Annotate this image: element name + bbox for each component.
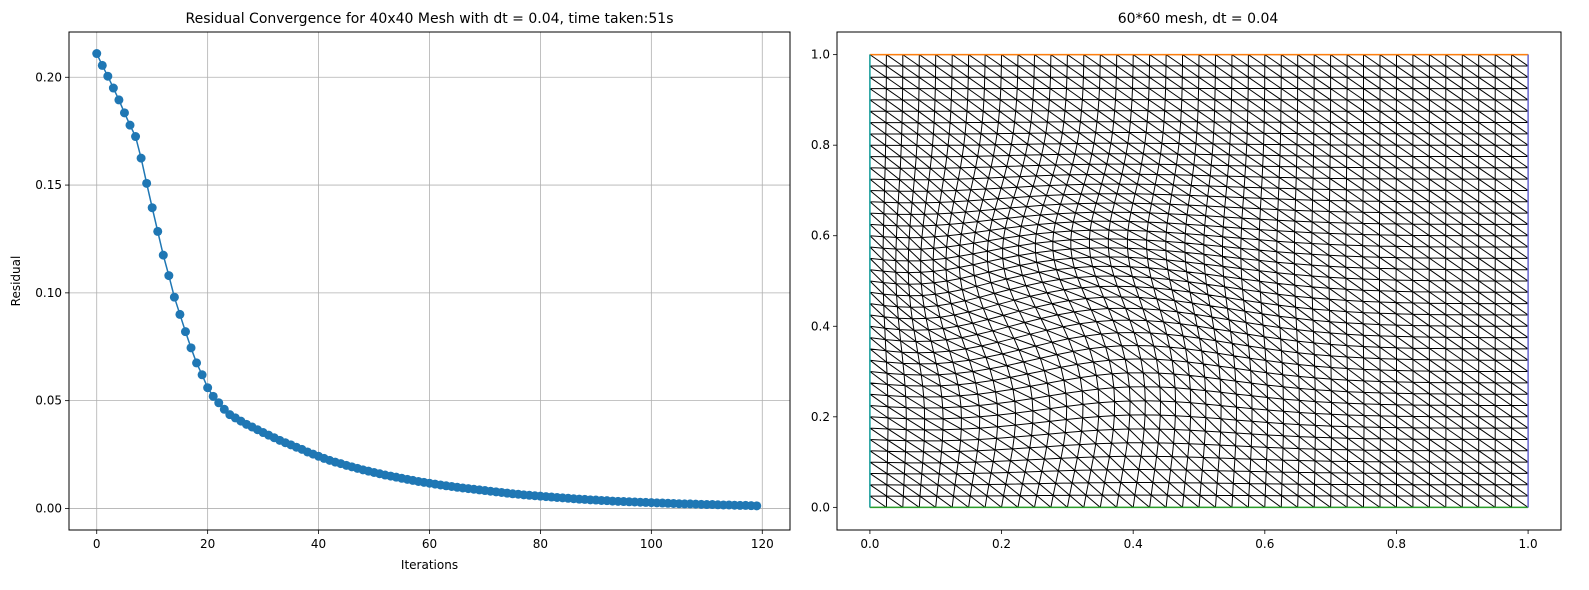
residual-data-point xyxy=(97,60,107,70)
residual-data-point xyxy=(197,370,207,380)
mesh-y-tick-label: 0.2 xyxy=(811,410,830,424)
residual-data-point xyxy=(136,153,146,163)
residual-x-tick-label: 100 xyxy=(640,537,663,551)
mesh-y-tick-label: 0.0 xyxy=(811,500,830,514)
mesh-lines xyxy=(869,54,1529,508)
mesh-axes-frame xyxy=(836,31,1562,531)
residual-data-point xyxy=(752,501,762,511)
residual-y-tick-label: 0.00 xyxy=(35,501,62,515)
mesh-x-tick-label: 0.2 xyxy=(992,537,1011,551)
residual-data-point xyxy=(92,49,102,59)
mesh-x-tick-label: 0.0 xyxy=(860,537,879,551)
residual-x-ticks: 0 20 40 60 80 100 120 xyxy=(93,530,774,551)
mesh-y-tick-label: 0.6 xyxy=(811,229,830,243)
mesh-x-tick-label: 0.6 xyxy=(1255,537,1274,551)
residual-data-point xyxy=(153,226,163,236)
mesh-y-tick-label: 0.8 xyxy=(811,138,830,152)
residual-data-point xyxy=(175,309,185,319)
residual-data-point xyxy=(103,71,113,81)
mesh-x-ticks: 0.0 0.2 0.4 0.6 0.8 1.0 xyxy=(860,530,1538,551)
residual-data-point xyxy=(208,391,218,401)
residual-data-point xyxy=(219,404,229,414)
mesh-boundaries xyxy=(869,53,1529,509)
mesh-y-tick-label: 1.0 xyxy=(811,48,830,62)
residual-data-point xyxy=(142,178,152,188)
residual-data-point xyxy=(203,383,213,393)
residual-data-point xyxy=(186,343,196,353)
residual-data-point xyxy=(164,271,174,281)
residual-y-axis-label: Residual xyxy=(9,256,23,307)
residual-series-line xyxy=(96,53,757,507)
mesh-chart-title: 60*60 mesh, dt = 0.04 xyxy=(1118,11,1279,27)
residual-data-point xyxy=(214,398,224,408)
residual-y-tick-label: 0.20 xyxy=(35,70,62,84)
residual-x-axis-label: Iterations xyxy=(401,558,458,572)
residual-data-point xyxy=(147,203,157,213)
residual-y-tick-label: 0.05 xyxy=(35,394,62,408)
mesh-chart: 60*60 mesh, dt = 0.04 0.0 0.2 0.4 0.6 0.8 1.0… xyxy=(811,11,1562,551)
residual-data-point xyxy=(119,108,129,118)
residual-data-point xyxy=(131,132,141,142)
residual-y-tick-label: 0.10 xyxy=(35,286,62,300)
mesh-triangulation xyxy=(869,54,1529,508)
mesh-x-tick-label: 1.0 xyxy=(1519,537,1538,551)
residual-x-tick-label: 120 xyxy=(751,537,774,551)
residual-data-point xyxy=(108,83,118,93)
residual-y-ticks: 0.00 0.05 0.10 0.15 0.20 xyxy=(35,70,69,515)
residual-data-point xyxy=(192,358,202,368)
mesh-x-tick-label: 0.4 xyxy=(1124,537,1143,551)
mesh-x-tick-label: 0.8 xyxy=(1387,537,1406,551)
residual-x-tick-label: 20 xyxy=(200,537,215,551)
residual-grid xyxy=(69,32,790,530)
mesh-y-ticks: 0.0 0.2 0.4 0.6 0.8 1.0 xyxy=(811,48,837,514)
mesh-y-tick-label: 0.4 xyxy=(811,319,830,333)
residual-x-tick-label: 80 xyxy=(533,537,548,551)
residual-data-point xyxy=(125,120,135,130)
residual-data-point xyxy=(169,292,179,302)
residual-series xyxy=(92,49,762,511)
residual-y-tick-label: 0.15 xyxy=(35,178,62,192)
residual-x-tick-label: 0 xyxy=(93,537,101,551)
residual-data-point xyxy=(114,95,124,105)
residual-data-point xyxy=(180,327,190,337)
residual-x-tick-label: 40 xyxy=(311,537,326,551)
residual-x-tick-label: 60 xyxy=(422,537,437,551)
residual-chart: Residual Convergence for 40x40 Mesh with… xyxy=(9,11,791,572)
residual-data-point xyxy=(158,250,168,260)
residual-chart-title: Residual Convergence for 40x40 Mesh with… xyxy=(185,11,673,27)
